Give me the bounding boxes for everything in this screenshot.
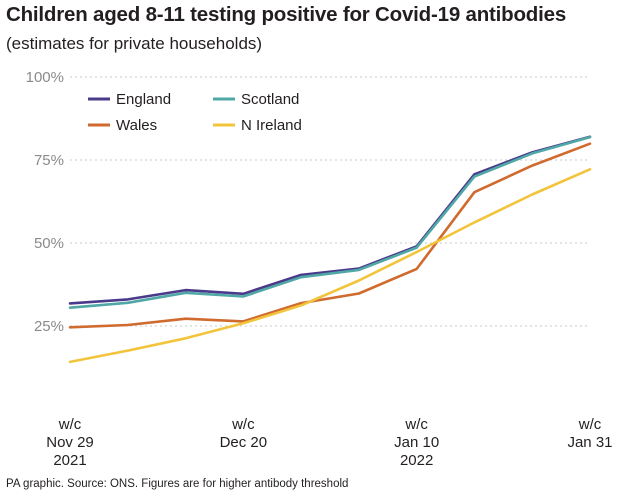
x-tick-label: 2022 <box>400 452 433 469</box>
y-tick-label: 50% <box>34 235 64 252</box>
chart-subtitle: (estimates for private households) <box>6 34 263 53</box>
x-tick-label: Dec 20 <box>220 434 268 451</box>
series-line-n-ireland <box>68 168 592 364</box>
x-tick-label: Jan 31 <box>567 434 612 451</box>
series-line-england <box>68 135 592 305</box>
series-line-wales <box>68 142 592 329</box>
source-note: PA graphic. Source: ONS. Figures are for… <box>6 478 349 490</box>
x-tick-label: w/c <box>231 416 255 433</box>
x-tick-label: w/c <box>404 416 428 433</box>
x-tick-label: w/c <box>58 416 82 433</box>
series-line-scotland <box>68 135 592 310</box>
y-tick-label: 75% <box>34 152 64 169</box>
legend-label-england: England <box>116 91 171 108</box>
legend-label-wales: Wales <box>116 117 157 134</box>
chart-title: Children aged 8-11 testing positive for … <box>6 3 567 26</box>
x-tick-label: Nov 29 <box>46 434 94 451</box>
y-tick-label: 100% <box>26 69 64 86</box>
x-tick-label: Jan 10 <box>394 434 439 451</box>
x-tick-label: w/c <box>578 416 602 433</box>
y-tick-label: 25% <box>34 318 64 335</box>
legend-label-n-ireland: N Ireland <box>241 117 302 134</box>
legend-label-scotland: Scotland <box>241 91 299 108</box>
x-tick-label: 2021 <box>53 452 86 469</box>
